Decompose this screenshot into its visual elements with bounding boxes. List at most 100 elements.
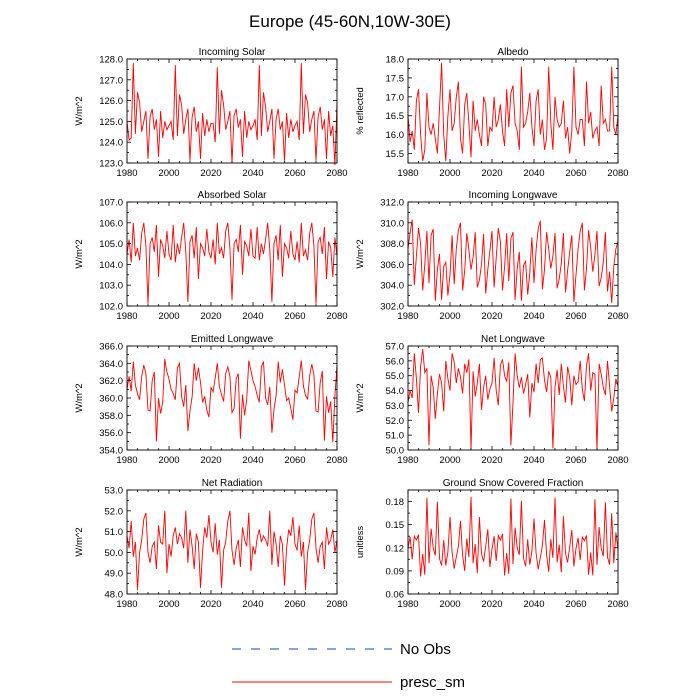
y-tick-label: 123.0 [99, 159, 123, 170]
x-tick-label: 2060 [284, 311, 305, 322]
y-axis-label: W/m^2 [74, 239, 85, 268]
y-tick-label: 306.0 [380, 260, 404, 271]
y-tick-label: 124.0 [99, 138, 123, 149]
y-tick-label: 16.0 [386, 130, 405, 141]
x-tick-label: 2060 [284, 168, 305, 179]
panel-emitted-longwave: Emitted Longwave W/m^2 1980 2000 2020 2040 206… [74, 334, 348, 466]
x-tick-label: 2020 [481, 311, 502, 322]
x-tick-label: 2080 [607, 455, 628, 466]
x-tick-label: 1980 [397, 311, 418, 322]
x-tick-label: 2080 [326, 455, 347, 466]
series-line-presc-sm [407, 62, 619, 162]
x-tick-label: 2040 [242, 168, 263, 179]
x-tick-label: 2060 [565, 455, 586, 466]
y-tick-label: 53.0 [386, 401, 405, 412]
y-tick-label: 125.0 [99, 117, 123, 128]
y-tick-label: 103.0 [99, 281, 123, 292]
series-line-presc-sm [407, 348, 619, 451]
y-tick-label: 55.0 [386, 371, 405, 382]
panel-ground-snow-covered-fraction: Ground Snow Covered Fraction unitless 1980… [355, 478, 629, 610]
x-tick-label: 2080 [326, 168, 347, 179]
x-tick-label: 2060 [284, 455, 305, 466]
y-tick-label: 106.0 [99, 218, 123, 229]
panel-title: Incoming Solar [199, 47, 266, 58]
panel-title: Net Longwave [481, 334, 545, 345]
x-tick-label: 2040 [242, 311, 263, 322]
y-tick-label: 127.0 [99, 75, 123, 86]
y-tick-label: 50.0 [386, 446, 405, 457]
x-tick-label: 1980 [397, 168, 418, 179]
panel-title: Emitted Longwave [191, 334, 274, 345]
x-tick-label: 2000 [439, 599, 460, 610]
x-tick-label: 2020 [200, 455, 221, 466]
x-tick-label: 2080 [326, 311, 347, 322]
x-tick-label: 2000 [439, 311, 460, 322]
legend: No Obs presc_sm [232, 641, 465, 691]
y-tick-label: 49.0 [105, 569, 124, 580]
y-tick-label: 354.0 [99, 446, 123, 457]
x-tick-label: 1980 [397, 599, 418, 610]
y-tick-label: 366.0 [99, 342, 123, 353]
panel-title: Net Radiation [202, 478, 263, 489]
x-tick-label: 2020 [200, 168, 221, 179]
y-tick-label: 312.0 [380, 198, 404, 209]
y-tick-label: 52.0 [386, 416, 405, 427]
x-tick-label: 1980 [116, 311, 137, 322]
series-line-presc-sm [407, 496, 619, 577]
figure-title: Europe (45-60N,10W-30E) [249, 12, 451, 31]
x-tick-label: 2080 [607, 599, 628, 610]
x-tick-label: 2000 [158, 168, 179, 179]
y-tick-label: 358.0 [99, 411, 123, 422]
x-tick-label: 2000 [439, 455, 460, 466]
y-axis-label: W/m^2 [355, 383, 366, 412]
panel-incoming-solar: Incoming Solar W/m^2 1980 2000 2020 2040 2060 2… [74, 47, 348, 179]
y-tick-label: 104.0 [99, 260, 123, 271]
x-tick-label: 2020 [200, 311, 221, 322]
y-tick-label: 15.5 [386, 149, 405, 160]
x-tick-label: 2020 [200, 599, 221, 610]
x-tick-label: 2060 [565, 168, 586, 179]
y-tick-label: 0.18 [386, 497, 405, 508]
y-tick-label: 308.0 [380, 239, 404, 250]
y-tick-label: 18.0 [386, 55, 405, 66]
y-tick-label: 362.0 [99, 376, 123, 387]
y-axis-label: W/m^2 [74, 383, 85, 412]
x-tick-label: 2080 [607, 311, 628, 322]
x-tick-label: 2040 [242, 599, 263, 610]
y-tick-label: 310.0 [380, 218, 404, 229]
y-tick-label: 126.0 [99, 96, 123, 107]
panel-absorbed-solar: Absorbed Solar W/m^2 1980 2000 2020 2040 2060 2… [74, 190, 348, 322]
panel-title: Incoming Longwave [469, 190, 558, 201]
panel-albedo: Albedo % reflected 1980 2000 2020 2040 2060 208… [355, 47, 629, 179]
x-tick-label: 1980 [397, 455, 418, 466]
y-tick-label: 0.09 [386, 566, 405, 577]
y-axis-label: % reflected [355, 87, 366, 135]
y-axis-label: W/m^2 [355, 239, 366, 268]
y-tick-label: 128.0 [99, 55, 123, 66]
y-axis-label: W/m^2 [74, 96, 85, 125]
x-tick-label: 1980 [116, 455, 137, 466]
x-tick-label: 1980 [116, 599, 137, 610]
y-tick-label: 0.15 [386, 520, 405, 531]
y-tick-label: 302.0 [380, 302, 404, 313]
y-tick-label: 102.0 [99, 302, 123, 313]
y-tick-label: 53.0 [105, 486, 124, 497]
panel-net-radiation: Net Radiation W/m^2 1980 2000 2020 2040 2060 20… [74, 478, 348, 610]
series-line-presc-sm [126, 510, 338, 590]
x-tick-label: 2040 [523, 311, 544, 322]
y-tick-label: 51.0 [386, 431, 405, 442]
panel-incoming-longwave: Incoming Longwave W/m^2 1980 2000 2020 2040 20… [355, 190, 629, 322]
x-tick-label: 1980 [116, 168, 137, 179]
x-tick-label: 2060 [565, 311, 586, 322]
x-tick-label: 2080 [607, 168, 628, 179]
series-line-presc-sm [126, 63, 338, 166]
x-tick-label: 2040 [523, 599, 544, 610]
y-tick-label: 57.0 [386, 342, 405, 353]
y-tick-label: 54.0 [386, 386, 405, 397]
y-tick-label: 360.0 [99, 394, 123, 405]
x-tick-label: 2000 [158, 311, 179, 322]
x-tick-label: 2020 [481, 168, 502, 179]
y-tick-label: 364.0 [99, 359, 123, 370]
y-tick-label: 56.0 [386, 356, 405, 367]
x-tick-label: 2000 [439, 168, 460, 179]
